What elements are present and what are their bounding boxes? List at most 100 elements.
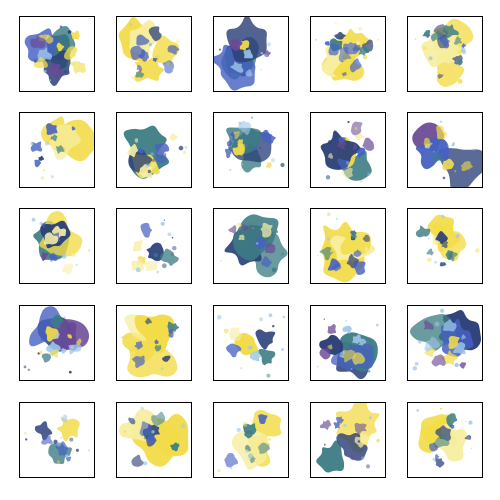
blob-detail <box>354 422 367 435</box>
blob-image <box>119 406 189 467</box>
blob-speck <box>265 228 270 233</box>
blob-detail <box>232 143 245 156</box>
blob-image <box>23 306 90 374</box>
sample-tile <box>19 112 95 188</box>
blob-speck <box>44 141 49 146</box>
blob-speck <box>457 79 463 84</box>
blob-speck <box>326 237 331 241</box>
blob-speck <box>161 263 167 269</box>
blob-speck <box>323 443 326 446</box>
blob-speck <box>260 52 263 55</box>
blob-speck <box>220 260 222 262</box>
blob-detail <box>56 42 65 52</box>
blob-speck <box>428 56 433 61</box>
blob-detail <box>46 123 58 135</box>
blob-detail <box>137 148 144 154</box>
blob-speck <box>56 460 60 464</box>
blob-speck <box>60 437 62 439</box>
blob-detail <box>54 69 64 78</box>
blob-speck <box>364 247 369 252</box>
blob-detail <box>461 42 466 48</box>
blob-image <box>409 308 482 371</box>
blob-speck <box>49 79 51 82</box>
blob-detail <box>70 61 86 74</box>
blob-detail <box>138 164 153 179</box>
sample-tile <box>310 402 386 478</box>
blob-speck <box>69 437 74 442</box>
blob-speck <box>272 325 275 328</box>
blob-image <box>412 120 482 187</box>
blob-detail <box>430 30 444 42</box>
sample-tile <box>213 112 289 188</box>
blob-speck <box>135 267 141 273</box>
blob-speck <box>221 56 223 59</box>
blob-speck <box>365 464 371 469</box>
blob-detail <box>358 338 367 346</box>
blob-detail <box>127 143 139 158</box>
blob-speck <box>266 373 271 378</box>
blob-speck <box>178 145 184 151</box>
blob-body <box>226 17 267 63</box>
blob-speck <box>153 253 158 258</box>
blob-speck <box>172 68 175 71</box>
blob-detail <box>238 234 245 241</box>
blob-detail <box>434 434 450 448</box>
blob-speck <box>160 221 165 226</box>
blob-speck <box>439 407 442 410</box>
sample-tile <box>19 305 95 381</box>
blob-detail <box>238 120 252 136</box>
blob-speck <box>123 335 127 340</box>
blob-detail <box>338 46 352 63</box>
blob-detail <box>33 56 48 69</box>
sample-tile <box>116 16 192 92</box>
blob-detail <box>328 43 340 56</box>
blob-speck <box>88 249 91 252</box>
blob-speck <box>251 116 254 119</box>
blob-detail <box>128 417 136 425</box>
blob-detail <box>230 38 243 51</box>
blob-speck <box>230 467 233 470</box>
blob-speck <box>145 163 150 168</box>
blob-detail <box>328 153 334 159</box>
blob-detail <box>226 343 242 358</box>
blob-speck <box>56 249 59 252</box>
blob-image <box>24 25 86 87</box>
blob-detail <box>151 411 166 427</box>
blob-speck <box>23 365 27 369</box>
blob-detail <box>435 425 452 442</box>
blob-detail <box>244 430 253 439</box>
blob-detail <box>224 146 233 159</box>
blob-speck <box>87 449 91 452</box>
blob-detail <box>41 251 49 261</box>
blob-detail <box>150 161 157 170</box>
blob-speck <box>376 438 380 443</box>
blob-detail <box>130 45 146 61</box>
blob-speck <box>255 350 260 355</box>
blob-detail <box>352 143 358 150</box>
sample-tile <box>407 16 483 92</box>
blob-speck <box>345 320 348 322</box>
blob-speck <box>447 144 450 147</box>
blob-detail <box>431 354 446 367</box>
blob-detail <box>442 24 459 38</box>
blob-speck <box>27 368 31 371</box>
sample-tile <box>310 208 386 284</box>
blob-speck <box>282 315 286 319</box>
sample-tile <box>213 305 289 381</box>
sample-tile <box>213 402 289 478</box>
blob-detail <box>253 145 258 151</box>
blob-detail <box>34 159 42 168</box>
blob-speck <box>259 147 262 149</box>
blob-detail <box>230 61 244 73</box>
blob-image <box>416 407 473 468</box>
blob-detail <box>243 49 254 59</box>
blob-body <box>255 329 276 350</box>
blob-image <box>415 214 480 267</box>
blob-detail <box>134 341 144 350</box>
sample-tile <box>213 16 289 92</box>
blob-speck <box>61 254 67 259</box>
blob-speck <box>361 456 365 460</box>
blob-image <box>118 17 180 82</box>
blob-speck <box>241 163 244 166</box>
